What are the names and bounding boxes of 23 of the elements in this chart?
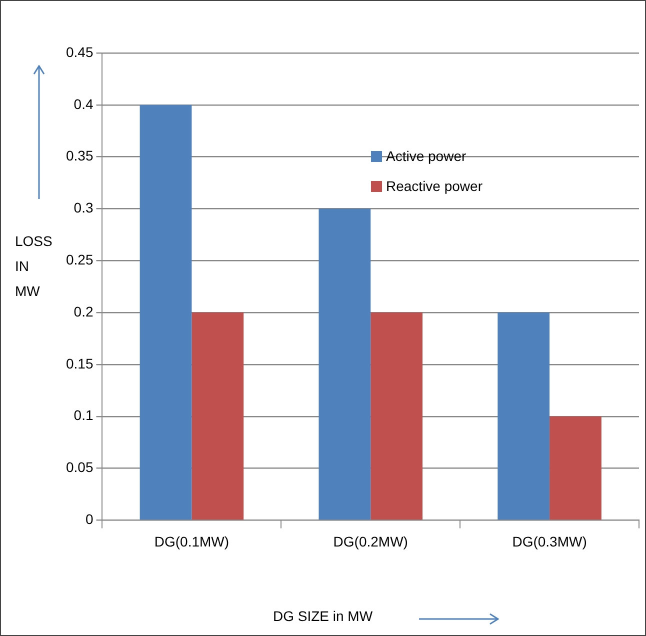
x-axis-title: DG SIZE in MW [273, 608, 373, 624]
x-tick-label: DG(0.1MW) [154, 533, 230, 550]
legend-label: Reactive power [386, 178, 482, 194]
x-tick-label: DG(0.3MW) [512, 533, 587, 550]
y-tick-label: 0.2 [74, 303, 94, 320]
bar [498, 312, 550, 520]
bar [140, 104, 192, 520]
bar [370, 312, 423, 520]
y-axis-title: LOSS IN MW [15, 232, 54, 301]
bar [192, 312, 244, 520]
y-tick-label: 0.3 [74, 200, 94, 216]
y-tick-label: 0 [85, 511, 94, 528]
y-tick-label: 0.1 [74, 407, 94, 424]
bar [318, 208, 371, 520]
bar [550, 416, 602, 520]
y-tick-label: 0.45 [66, 44, 94, 60]
legend-label: Active power [386, 148, 466, 164]
y-tick-label: 0.05 [66, 459, 94, 476]
y-tick-label: 0.35 [66, 148, 94, 164]
y-tick-label: 0.15 [66, 355, 94, 372]
x-tick-label: DG(0.2MW) [333, 533, 408, 550]
y-tick-label: 0.4 [74, 96, 94, 112]
y-tick-label: 0.25 [66, 252, 94, 268]
